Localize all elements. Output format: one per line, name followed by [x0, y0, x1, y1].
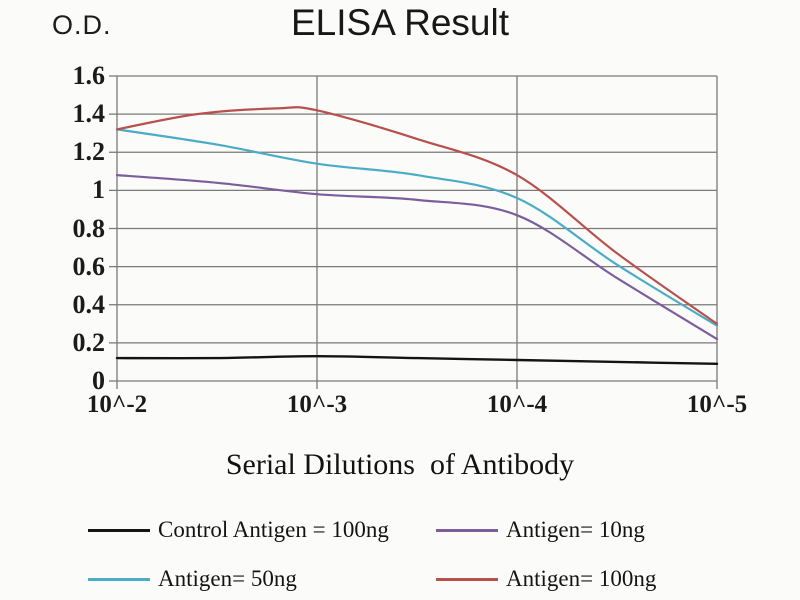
y-axis-unit-label: O.D. — [52, 10, 112, 40]
legend-item-control-antigen-100ng: Control Antigen = 100ng — [88, 517, 389, 543]
series-line-2 — [115, 128, 719, 327]
series-line-3 — [115, 106, 719, 325]
legend-line-swatch-purple — [436, 528, 498, 532]
series-line-0 — [115, 354, 719, 365]
legend-line-swatch-cyan — [88, 577, 150, 581]
x-tick-label: 10^-2 — [86, 391, 148, 418]
legend-label: Antigen= 100ng — [506, 566, 657, 591]
legend-item-antigen-100ng: Antigen= 100ng — [436, 566, 656, 592]
y-tick-label: 1.4 — [72, 99, 106, 129]
y-tick-label: 1 — [92, 175, 105, 205]
legend-label: Control Antigen = 100ng — [158, 517, 389, 542]
chart-title: ELISA Result — [290, 2, 509, 43]
x-axis-title: Serial Dilutions of Antibody — [225, 448, 575, 481]
series-line-1 — [115, 174, 719, 341]
y-tick-label: 0.8 — [72, 213, 106, 243]
x-tick-label: 10^-3 — [286, 391, 348, 418]
legend-label: Antigen= 10ng — [506, 517, 645, 542]
y-tick-label: 0 — [92, 366, 105, 395]
legend-item-antigen-10ng: Antigen= 10ng — [436, 517, 645, 543]
x-tick-label: 10^-5 — [686, 391, 748, 418]
y-tick-label: 0.2 — [72, 327, 106, 357]
y-tick-label: 0.4 — [72, 289, 106, 319]
y-tick-label: 1.2 — [72, 137, 106, 167]
legend-line-swatch-red — [436, 577, 498, 581]
legend-item-antigen-50ng: Antigen= 50ng — [88, 566, 297, 592]
y-tick-label: 0.6 — [72, 251, 106, 281]
y-tick-label: 1.6 — [72, 61, 106, 90]
legend-label: Antigen= 50ng — [158, 566, 297, 591]
x-tick-label: 10^-4 — [486, 391, 548, 418]
legend-line-swatch-black — [88, 528, 150, 532]
